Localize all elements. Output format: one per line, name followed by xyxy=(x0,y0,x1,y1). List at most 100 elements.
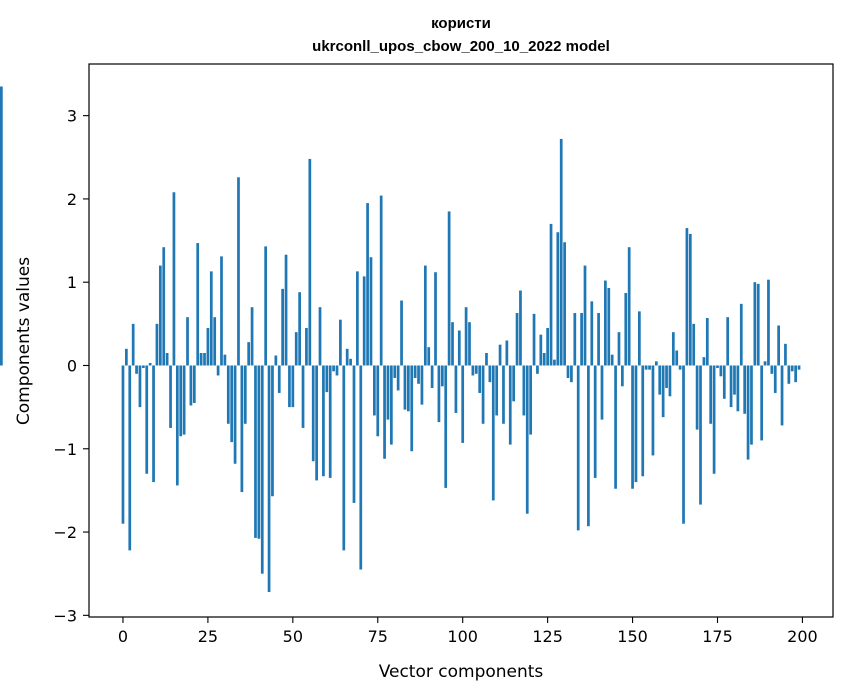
bar xyxy=(515,313,519,366)
bar xyxy=(600,365,604,420)
bar xyxy=(0,86,3,366)
bar xyxy=(661,365,665,418)
bar xyxy=(254,365,257,538)
bar xyxy=(335,365,339,376)
bar xyxy=(695,365,699,430)
y-axis-label: Components values xyxy=(14,257,34,425)
bar xyxy=(794,365,797,383)
bar xyxy=(328,365,332,478)
bar xyxy=(627,247,631,366)
bar xyxy=(777,325,780,366)
bar xyxy=(702,357,706,366)
bar xyxy=(481,365,485,424)
bar xyxy=(522,365,526,416)
bar xyxy=(230,365,234,443)
bar xyxy=(773,365,777,393)
bar xyxy=(654,361,658,366)
bar xyxy=(722,365,726,399)
bar xyxy=(145,365,149,474)
bar xyxy=(138,365,142,408)
y-tick-label: 2 xyxy=(67,190,77,209)
bar xyxy=(311,365,315,462)
bar xyxy=(576,365,580,531)
bar xyxy=(396,365,400,391)
bar xyxy=(413,365,417,378)
bar xyxy=(179,365,183,437)
bar xyxy=(604,280,607,366)
bar xyxy=(386,365,390,420)
bar xyxy=(566,365,570,378)
bar xyxy=(658,365,662,395)
bar xyxy=(688,233,692,366)
bar xyxy=(736,365,740,412)
bar xyxy=(675,350,679,366)
bar xyxy=(621,365,624,387)
bar xyxy=(471,365,475,376)
bar xyxy=(400,300,403,366)
bar xyxy=(226,365,230,424)
x-tick-label: 75 xyxy=(368,627,388,646)
bar xyxy=(223,354,227,366)
bar xyxy=(726,317,730,366)
bar xyxy=(294,332,298,366)
bar xyxy=(519,290,522,366)
bar xyxy=(182,365,186,435)
bar xyxy=(682,365,685,524)
bar xyxy=(131,323,135,366)
bar xyxy=(685,228,689,366)
y-tick-label: 0 xyxy=(67,356,77,375)
bar xyxy=(512,365,516,402)
bar xyxy=(274,355,278,366)
bar xyxy=(631,365,634,489)
bar xyxy=(250,307,254,366)
bar xyxy=(454,365,458,413)
bar xyxy=(743,365,747,414)
bar xyxy=(464,307,468,366)
bar xyxy=(213,317,217,366)
bar xyxy=(542,352,546,366)
bar xyxy=(529,365,532,435)
y-tick-label: 3 xyxy=(67,107,77,126)
bar xyxy=(169,365,172,428)
bar xyxy=(322,365,325,477)
bar xyxy=(406,365,410,412)
bar xyxy=(362,276,366,366)
bar xyxy=(288,365,291,408)
bar xyxy=(753,282,757,366)
bar xyxy=(553,359,556,366)
bar xyxy=(593,365,597,478)
bar xyxy=(539,334,543,366)
x-tick-label: 200 xyxy=(787,627,818,646)
bar xyxy=(264,246,268,366)
bar xyxy=(549,223,553,366)
bar xyxy=(495,365,499,416)
bar xyxy=(352,365,356,503)
bar xyxy=(614,365,617,489)
bar xyxy=(349,358,352,366)
bar xyxy=(709,365,713,424)
bar xyxy=(128,365,132,551)
bar xyxy=(220,256,223,366)
x-tick-label: 125 xyxy=(532,627,563,646)
bar xyxy=(305,328,308,366)
x-tick-label: 150 xyxy=(617,627,648,646)
bar xyxy=(192,365,196,403)
bar xyxy=(267,365,271,593)
bar xyxy=(237,177,240,366)
bar xyxy=(729,365,733,408)
y-tick-label: −3 xyxy=(53,606,77,625)
bar xyxy=(339,319,342,366)
bar xyxy=(644,365,648,370)
bar xyxy=(746,365,750,460)
bar xyxy=(135,365,138,374)
bar xyxy=(638,311,641,366)
bar xyxy=(430,365,434,388)
bar xyxy=(610,354,614,366)
bar xyxy=(634,365,638,483)
bar xyxy=(390,365,393,445)
x-axis-ticks: 0 25 50 75 100 125 150 175 200 xyxy=(118,617,818,646)
bar xyxy=(617,332,621,366)
bar xyxy=(787,365,791,384)
bar xyxy=(203,352,206,366)
